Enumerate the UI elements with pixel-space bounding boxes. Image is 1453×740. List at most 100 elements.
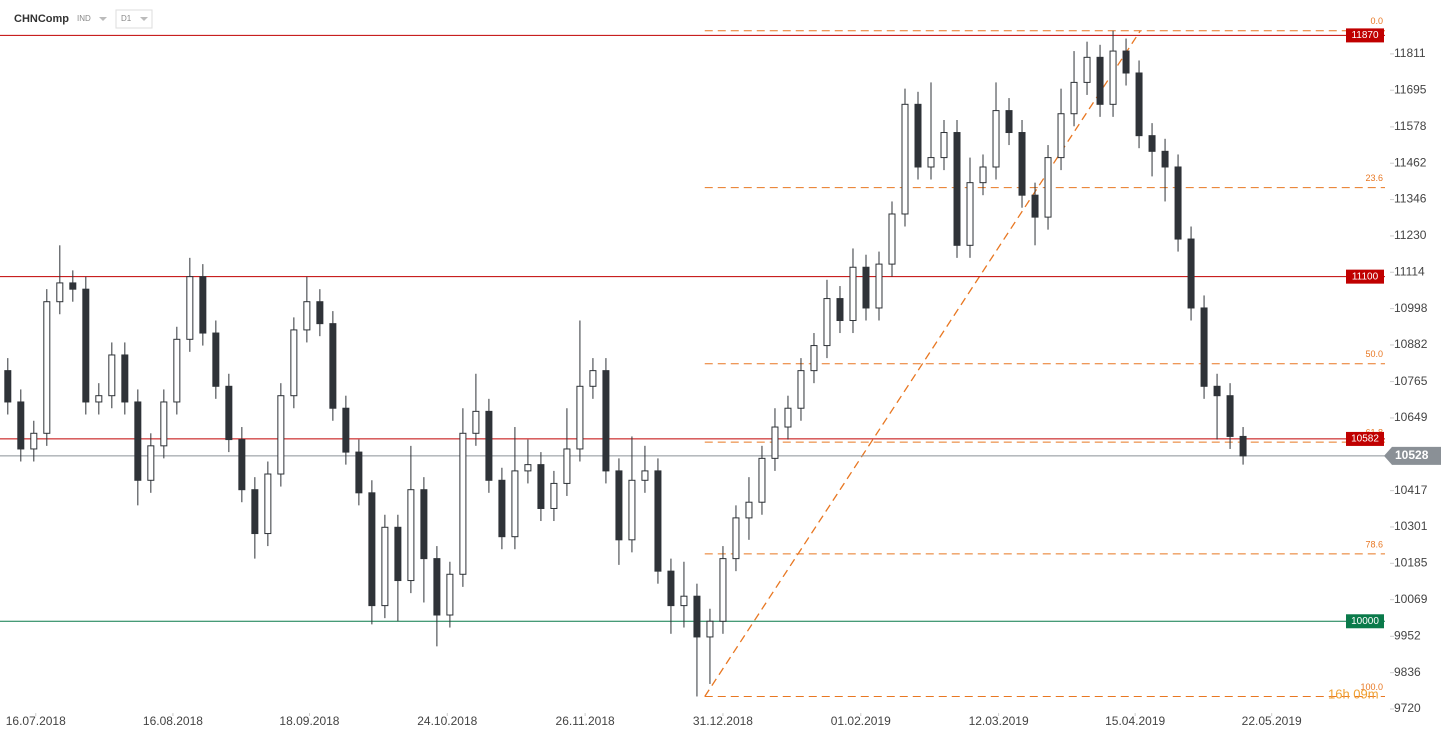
candle-body — [940, 132, 948, 159]
x-tick-label: 15.04.2019 — [1105, 714, 1165, 728]
last-price-box — [1384, 446, 1441, 465]
candle-body — [1122, 50, 1130, 74]
y-tick-label: 11114 — [1394, 264, 1425, 278]
y-tick-label: 10998 — [1394, 301, 1428, 315]
y-tick-label: 9836 — [1394, 665, 1421, 679]
y-tick-label: 9952 — [1394, 628, 1421, 642]
candle-body — [316, 301, 324, 325]
candle-body — [628, 479, 636, 541]
candle-body — [472, 410, 480, 434]
market[interactable]: IND — [77, 14, 91, 23]
candle-body — [56, 282, 64, 303]
dropdown-caret — [140, 17, 148, 21]
candle-body — [849, 266, 857, 322]
candle-body — [1109, 50, 1117, 105]
candle-body — [719, 558, 727, 622]
candle-body — [550, 482, 558, 509]
candle-body — [1005, 110, 1013, 134]
fib-trendline — [704, 30, 1141, 697]
candle-body — [147, 445, 155, 481]
y-tick-label: 10185 — [1394, 555, 1428, 569]
candle-body — [342, 407, 350, 453]
y-tick-label: 11811 — [1394, 46, 1426, 60]
dropdown-caret — [99, 17, 107, 21]
y-tick-label: 11346 — [1394, 192, 1427, 206]
candle-body — [30, 432, 38, 450]
candle-body — [576, 385, 584, 450]
last-price-label: 10528 — [1395, 448, 1429, 462]
candle-body — [927, 157, 935, 168]
y-tick-label: 10069 — [1394, 592, 1428, 606]
y-tick-label: 10301 — [1394, 519, 1428, 533]
candle-body — [108, 354, 116, 397]
level-label: 10582 — [1351, 434, 1379, 445]
x-tick-label: 31.12.2018 — [693, 714, 753, 728]
candle-body — [290, 329, 298, 397]
x-tick-label: 16.07.2018 — [6, 714, 66, 728]
candle-body — [1057, 113, 1065, 159]
candle-body — [732, 517, 740, 560]
x-tick-label: 26.11.2018 — [556, 714, 615, 728]
level-box — [1346, 28, 1384, 43]
candle-body — [563, 448, 571, 484]
candle-body — [823, 298, 831, 347]
candle-body — [511, 470, 519, 538]
candle-body — [485, 410, 493, 481]
candle-body — [82, 288, 90, 403]
candle-body — [43, 301, 51, 434]
candle-body — [1174, 166, 1182, 240]
symbol: CHNComp — [14, 13, 69, 25]
fib-label: 23.6 — [1365, 173, 1383, 183]
candle-body — [69, 282, 77, 290]
candle-body — [914, 103, 922, 168]
candle-body — [706, 620, 714, 638]
candle-body — [1213, 385, 1221, 397]
candle-body — [329, 323, 337, 409]
candle-body — [745, 501, 753, 519]
x-tick-label: 01.02.2019 — [831, 714, 891, 728]
candle-body — [212, 332, 220, 387]
interval[interactable]: D1 — [121, 14, 132, 23]
level-label: 11870 — [1351, 30, 1379, 41]
candle-body — [888, 213, 896, 265]
candle-body — [1200, 307, 1208, 387]
x-tick-label: 12.03.2019 — [969, 714, 1029, 728]
level-box — [1346, 431, 1384, 446]
y-tick-label: 11578 — [1394, 119, 1427, 133]
candle-body — [797, 370, 805, 409]
interval-box[interactable] — [115, 9, 153, 29]
candle-body — [1161, 150, 1169, 168]
candle-body — [862, 266, 870, 309]
candle-body — [615, 470, 623, 541]
x-tick-label: 22.05.2019 — [1242, 714, 1302, 728]
candle-body — [693, 595, 701, 638]
candle-body — [17, 401, 25, 450]
y-tick-label: 11462 — [1394, 155, 1427, 169]
candle-body — [446, 573, 454, 616]
candle-body — [524, 464, 532, 472]
candle-body — [420, 489, 428, 560]
candle-body — [186, 276, 194, 340]
level-label: 10000 — [1351, 616, 1379, 627]
candle-body — [641, 470, 649, 481]
candle-body — [225, 385, 233, 441]
candle-body — [901, 103, 909, 215]
candle-body — [407, 489, 415, 582]
y-tick-label: 11230 — [1394, 228, 1427, 242]
candle-body — [95, 395, 103, 403]
y-tick-label: 10882 — [1394, 337, 1428, 351]
fib-label: 0.0 — [1370, 16, 1383, 26]
candle-body — [433, 558, 441, 616]
y-tick-label: 10649 — [1394, 410, 1428, 424]
candle-body — [1239, 435, 1247, 457]
candle-body — [654, 470, 662, 572]
candle-body — [875, 263, 883, 309]
candle-body — [1226, 395, 1234, 437]
y-tick-label: 11695 — [1394, 82, 1427, 96]
candle-body — [303, 301, 311, 331]
candle-body — [953, 132, 961, 246]
candle-body — [589, 370, 597, 387]
y-tick-label: 9720 — [1394, 701, 1421, 715]
candle-body — [1070, 81, 1078, 115]
